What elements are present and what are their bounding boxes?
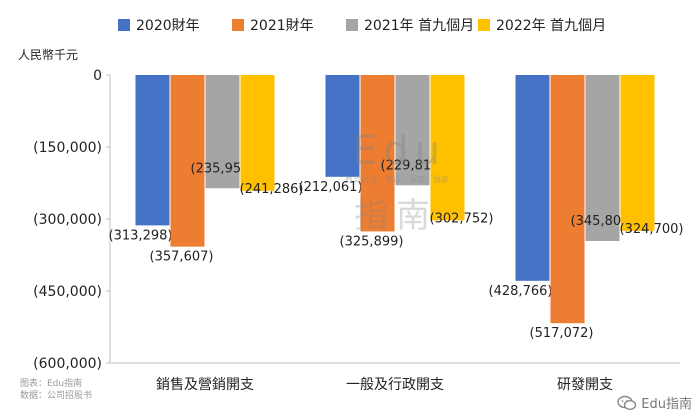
legend-item: 2022年 首九個月	[478, 14, 606, 36]
legend-swatch	[232, 19, 244, 31]
legend-item: 2021財年	[232, 14, 314, 36]
bar	[170, 75, 205, 247]
y-tick-label: 0	[93, 68, 102, 84]
bar	[515, 75, 550, 281]
x-category-label: 一般及行政開支	[346, 377, 444, 393]
x-category-label: 銷售及營銷開支	[156, 377, 254, 393]
bar	[395, 75, 430, 186]
data-label: (345,803)	[571, 214, 635, 229]
bar	[430, 75, 465, 221]
data-label: (235,952)	[191, 161, 255, 176]
source-data-credit: 数据：公司招股书	[20, 391, 93, 401]
y-tick-label: (450,000)	[33, 284, 102, 300]
y-tick-label: (150,000)	[33, 140, 102, 156]
data-label: (241,286)	[240, 182, 304, 197]
data-label: (229,811)	[381, 158, 445, 173]
source-chart-credit: 图表：Edu指南	[20, 379, 83, 389]
data-label: (325,899)	[340, 234, 404, 249]
data-label: (357,607)	[150, 250, 214, 265]
bar	[550, 75, 585, 324]
bar	[135, 75, 170, 226]
legend-label: 2020財年	[136, 18, 200, 34]
legend-label: 2022年 首九個月	[496, 18, 607, 34]
data-label: (313,298)	[109, 228, 173, 243]
legend-swatch	[118, 19, 130, 31]
legend-item: 2021年 首九個月	[346, 14, 474, 36]
data-label: (517,072)	[530, 326, 594, 341]
legend-label: 2021年 首九個月	[364, 18, 475, 34]
brand-credit: Edu指南	[617, 393, 692, 412]
bar	[360, 75, 395, 232]
brand-text: Edu指南	[641, 397, 692, 412]
wechat-icon	[617, 395, 637, 410]
legend-label: 2021財年	[250, 18, 314, 34]
data-label: (212,061)	[299, 180, 363, 195]
legend-swatch	[478, 19, 490, 31]
bar	[620, 75, 655, 231]
data-label: (428,766)	[489, 284, 553, 299]
chart-legend: 2020財年 2021財年 2021年 首九個月 2022年 首九個月	[0, 14, 700, 36]
bar	[585, 75, 620, 241]
data-label: (302,752)	[430, 211, 494, 226]
y-axis-unit-label: 人民幣千元	[18, 48, 79, 62]
legend-swatch	[346, 19, 358, 31]
y-tick-label: (600,000)	[33, 356, 102, 372]
x-category-label: 研發開支	[557, 377, 613, 393]
legend-item: 2020財年	[118, 14, 200, 36]
y-tick-label: (300,000)	[33, 212, 102, 228]
bar	[325, 75, 360, 177]
data-label: (324,700)	[620, 222, 684, 237]
bar	[205, 75, 240, 189]
bar	[240, 75, 275, 191]
